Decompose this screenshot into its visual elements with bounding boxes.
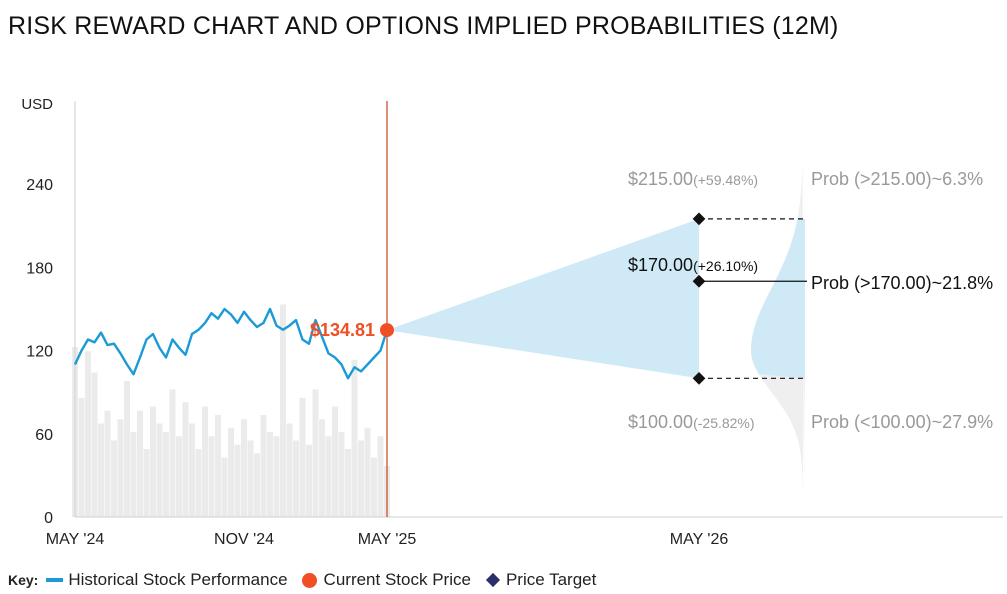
volume-bar xyxy=(156,423,163,517)
target-price: $170.00 xyxy=(628,255,693,275)
legend-item-current-price: Current Stock Price xyxy=(301,570,471,590)
chart-title: RISK REWARD CHART AND OPTIONS IMPLIED PR… xyxy=(8,12,839,40)
history-line xyxy=(73,307,389,380)
target-price: $100.00 xyxy=(628,412,693,432)
x-tick-label: MAY '24 xyxy=(46,531,105,548)
volume-bar xyxy=(163,432,169,517)
volume-bar xyxy=(273,436,280,517)
legend: Key: Historical Stock Performance Curren… xyxy=(8,570,610,590)
volume-bar xyxy=(91,372,98,517)
volume-bar xyxy=(143,449,150,517)
legend-label-history: Historical Stock Performance xyxy=(68,570,288,589)
x-tick-label: MAY '26 xyxy=(670,531,729,548)
volume-bars xyxy=(72,304,390,517)
volume-bar xyxy=(215,415,221,517)
legend-label-price-target: Price Target xyxy=(505,570,597,589)
volume-bar xyxy=(319,419,325,517)
target-label: $215.00(+59.48%) xyxy=(628,169,758,189)
probability-label: Prob (<100.00)~27.9% xyxy=(811,412,993,432)
volume-bar xyxy=(364,427,371,517)
volume-bar xyxy=(182,402,189,517)
volume-bar xyxy=(299,398,306,517)
volume-bar xyxy=(332,406,338,517)
volume-bar xyxy=(124,381,130,517)
y-tick-label: 240 xyxy=(26,177,53,194)
target-change: (-25.82%) xyxy=(693,415,754,431)
volume-bar xyxy=(117,419,124,517)
volume-bar xyxy=(176,436,182,517)
y-axis-label: USD xyxy=(21,96,53,113)
volume-bar xyxy=(137,410,143,517)
target-price: $215.00 xyxy=(628,169,693,189)
volume-bar xyxy=(312,389,319,517)
volume-bar xyxy=(98,423,104,517)
volume-bar xyxy=(338,432,345,517)
volume-bar xyxy=(85,351,91,517)
probability-labels: Prob (>215.00)~6.3% Prob (>170.00)~21.8% P… xyxy=(811,169,993,432)
volume-bar xyxy=(111,440,117,517)
volume-bar xyxy=(195,449,202,517)
volume-bar xyxy=(189,423,195,517)
volume-bar xyxy=(325,436,332,517)
probability-label: Prob (>215.00)~6.3% xyxy=(811,169,983,189)
volume-bar xyxy=(130,432,137,517)
volume-bar xyxy=(254,453,260,517)
target-change: (+59.48%) xyxy=(693,172,758,188)
probability-label: Prob (>170.00)~21.8% xyxy=(811,273,993,293)
volume-bar xyxy=(377,436,384,517)
volume-bar xyxy=(345,449,351,517)
y-tick-label: 180 xyxy=(26,260,53,277)
x-tick-label: MAY '25 xyxy=(358,531,417,548)
x-tick-labels: MAY '24 NOV '24 MAY '25 MAY '26 xyxy=(46,531,729,548)
y-tick-label: 60 xyxy=(35,427,53,444)
target-change: (+26.10%) xyxy=(693,258,758,274)
volume-bar xyxy=(280,304,286,517)
legend-item-price-target: Price Target xyxy=(485,570,596,590)
current-price-label: $134.81 xyxy=(310,320,375,340)
target-label: $100.00(-25.82%) xyxy=(628,412,755,432)
volume-bar xyxy=(293,440,299,517)
volume-bar xyxy=(150,406,156,517)
volume-bar xyxy=(306,444,312,517)
current-price-marker xyxy=(380,323,394,338)
volume-bar xyxy=(228,427,234,517)
target-label: $170.00(+26.10%) xyxy=(628,255,758,275)
volume-bar xyxy=(104,410,111,517)
target-range-cone xyxy=(387,218,699,379)
volume-bar xyxy=(371,457,377,517)
volume-bar xyxy=(208,436,215,517)
dot-swatch-icon xyxy=(301,572,317,588)
volume-bar xyxy=(351,359,358,517)
legend-key-label: Key: xyxy=(8,572,39,588)
price-targets: $215.00(+59.48%)$170.00(+26.10%)$100.00(… xyxy=(628,169,807,432)
volume-bar xyxy=(247,440,254,517)
diamond-swatch-icon xyxy=(485,572,501,588)
volume-bar xyxy=(78,398,85,517)
volume-bar xyxy=(234,444,241,517)
volume-bar xyxy=(241,419,247,517)
x-tick-label: NOV '24 xyxy=(214,531,274,548)
volume-bar xyxy=(221,457,228,517)
y-tick-label: 120 xyxy=(26,344,53,361)
volume-bar xyxy=(286,423,293,517)
y-tick-label: 0 xyxy=(44,510,53,527)
volume-bar xyxy=(169,389,176,517)
volume-bar xyxy=(358,440,364,517)
volume-bar xyxy=(202,406,208,517)
line-swatch-icon xyxy=(46,578,64,582)
legend-label-current-price: Current Stock Price xyxy=(323,570,471,589)
probability-band xyxy=(751,218,805,379)
y-tick-labels: 0 60 120 180 240 xyxy=(26,177,53,527)
volume-bar xyxy=(267,432,273,517)
volume-bar xyxy=(260,415,267,517)
legend-item-history: Historical Stock Performance xyxy=(46,570,288,590)
